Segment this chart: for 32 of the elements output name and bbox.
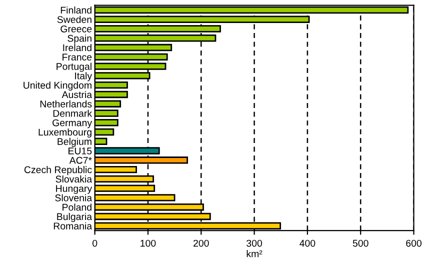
y-tick-label: Finland: [60, 6, 92, 14]
y-tick-label: Austria: [62, 90, 92, 98]
x-tick-label: 300: [246, 240, 262, 247]
y-tick-label: Luxembourg: [38, 128, 92, 138]
y-tick-label: Ireland: [63, 44, 92, 52]
y-tick-label: Slovakia: [56, 175, 92, 183]
x-tick-label: 100: [140, 240, 156, 247]
x-tick-label: 200: [194, 240, 209, 247]
y-tick-label: Bulgaria: [57, 212, 92, 222]
y-tick-label: Czech Republic: [24, 166, 92, 176]
y-tick-label: Netherlands: [40, 100, 92, 108]
y-tick-label: Hungary: [56, 185, 92, 194]
y-tick-label: AC7*: [69, 156, 92, 164]
y-tick-label: EU15: [68, 148, 92, 154]
y-tick-label: Romania: [54, 222, 92, 230]
y-tick-label: Spain: [68, 34, 92, 44]
x-axis-title: km²: [246, 250, 262, 258]
y-tick-label: Germany: [52, 119, 92, 128]
y-tick-label: Sweden: [57, 16, 92, 23]
y-tick-label: United Kingdom: [24, 82, 92, 91]
y-tick-label: Poland: [62, 204, 92, 211]
x-tick-label: 400: [300, 240, 316, 247]
y-tick-label: Italy: [75, 72, 92, 82]
y-tick-label: Belgium: [58, 138, 92, 147]
x-tick-label: 0: [92, 240, 98, 247]
x-tick-label: 600: [406, 240, 422, 247]
y-tick-label: Slovenia: [55, 194, 92, 202]
y-tick-label: France: [62, 54, 92, 61]
y-tick-label: Portugal: [56, 62, 92, 72]
y-tick-label: Greece: [60, 25, 92, 32]
y-tick-label: Denmark: [53, 110, 92, 117]
x-tick-label: 500: [352, 240, 368, 247]
